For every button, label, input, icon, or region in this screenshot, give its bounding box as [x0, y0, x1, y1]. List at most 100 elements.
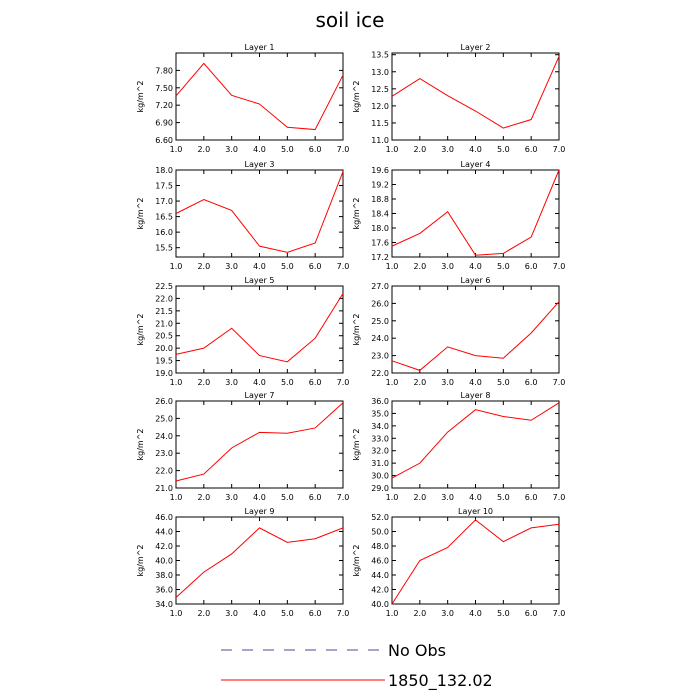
y-tick-label: 35.0	[371, 409, 389, 418]
plot-frame	[391, 400, 560, 489]
series-line	[175, 62, 344, 131]
x-tick-label: 1.0	[170, 262, 183, 271]
y-tick-label: 20.5	[155, 332, 173, 341]
y-tick-label: 40.0	[371, 600, 389, 609]
panel-title: Layer 4	[461, 160, 491, 169]
panel-layer-6: Layer 6 kg/m^2 22.0 23.0 24.0 25.0 26.0 27.0 1.0…	[352, 276, 565, 387]
x-tick-label: 7.0	[337, 493, 350, 502]
x-tick-label: 5.0	[497, 493, 510, 502]
y-axis-label: kg/m^2	[136, 314, 145, 346]
y-tick-label: 17.0	[155, 197, 173, 206]
y-tick-label: 40.0	[155, 557, 173, 566]
y-tick-label: 31.0	[371, 459, 389, 468]
panel-layer-8: Layer 8 kg/m^2 29.0 30.0 31.0 32.0 33.0 34.0 35.…	[352, 391, 565, 502]
x-tick-label: 7.0	[553, 609, 566, 618]
x-tick-label: 2.0	[413, 378, 426, 387]
x-tick-label: 6.0	[525, 493, 538, 502]
y-tick-label: 21.0	[155, 484, 173, 493]
x-tick-label: 7.0	[553, 378, 566, 387]
y-axis-label: kg/m^2	[352, 545, 361, 577]
panel-layer-4: Layer 4 kg/m^2 17.2 17.6 18.0 18.4 18.8 19.2 19.…	[352, 160, 565, 271]
panel-layer-1: Layer 1 kg/m^2 6.60 6.90 7.20 7.50 7.80 1.0 2.0 3…	[136, 43, 349, 154]
y-tick-label: 11.5	[371, 119, 389, 128]
series-line	[175, 171, 344, 253]
x-tick-label: 3.0	[225, 378, 238, 387]
x-tick-label: 5.0	[281, 609, 294, 618]
y-tick-label: 25.0	[371, 317, 389, 326]
y-tick-label: 21.0	[155, 319, 173, 328]
series-line	[175, 527, 344, 598]
y-tick-label: 15.5	[155, 244, 173, 253]
x-tick-label: 3.0	[225, 493, 238, 502]
x-tick-label: 1.0	[170, 493, 183, 502]
x-tick-label: 5.0	[497, 609, 510, 618]
y-tick-label: 46.0	[371, 557, 389, 566]
x-tick-label: 5.0	[281, 493, 294, 502]
y-tick-label: 22.0	[155, 467, 173, 476]
y-tick-label: 23.0	[371, 352, 389, 361]
series-line	[391, 402, 560, 479]
panel-title: Layer 1	[245, 43, 275, 52]
x-tick-label: 6.0	[309, 262, 322, 271]
panel-layer-9: Layer 9 kg/m^2 34.0 36.0 38.0 40.0 42.0 44.0 46.…	[136, 507, 349, 618]
y-axis-label: kg/m^2	[352, 198, 361, 230]
y-tick-label: 17.6	[371, 239, 389, 248]
x-tick-label: 6.0	[525, 609, 538, 618]
y-tick-label: 22.5	[155, 282, 173, 291]
y-tick-label: 26.0	[155, 397, 173, 406]
x-tick-label: 7.0	[337, 609, 350, 618]
x-tick-label: 4.0	[469, 145, 482, 154]
legend-label: 1850_132.02	[388, 671, 493, 691]
y-tick-label: 30.0	[371, 472, 389, 481]
x-tick-label: 4.0	[469, 262, 482, 271]
y-tick-label: 42.0	[155, 542, 173, 551]
x-tick-label: 3.0	[225, 609, 238, 618]
y-tick-label: 20.0	[155, 344, 173, 353]
y-tick-label: 52.0	[371, 513, 389, 522]
y-tick-label: 34.0	[155, 600, 173, 609]
y-tick-label: 24.0	[155, 432, 173, 441]
x-tick-label: 7.0	[553, 145, 566, 154]
x-tick-label: 7.0	[337, 145, 350, 154]
x-tick-label: 1.0	[170, 145, 183, 154]
y-tick-label: 18.0	[155, 166, 173, 175]
y-tick-label: 24.0	[371, 334, 389, 343]
y-tick-label: 19.6	[371, 166, 389, 175]
y-tick-label: 32.0	[371, 447, 389, 456]
x-tick-label: 4.0	[253, 262, 266, 271]
figure-title: soil ice	[315, 8, 385, 32]
x-tick-label: 2.0	[197, 262, 210, 271]
y-tick-label: 36.0	[155, 586, 173, 595]
y-axis-label: kg/m^2	[136, 81, 145, 113]
series-line	[391, 169, 560, 256]
x-tick-label: 2.0	[197, 145, 210, 154]
x-tick-label: 1.0	[170, 378, 183, 387]
x-tick-label: 4.0	[253, 493, 266, 502]
panel-layer-10: Layer 10 kg/m^2 40.0 42.0 44.0 46.0 48.0 50.0 52…	[352, 507, 565, 618]
y-tick-label: 7.80	[155, 66, 173, 75]
panel-title: Layer 6	[461, 276, 491, 285]
x-tick-label: 1.0	[386, 493, 399, 502]
x-tick-label: 5.0	[281, 262, 294, 271]
x-tick-label: 5.0	[281, 145, 294, 154]
panel-title: Layer 8	[461, 391, 491, 400]
y-axis-label: kg/m^2	[136, 429, 145, 461]
plot-frame	[175, 516, 344, 605]
x-tick-label: 5.0	[497, 378, 510, 387]
x-tick-label: 6.0	[525, 378, 538, 387]
y-tick-label: 7.50	[155, 84, 173, 93]
x-tick-label: 4.0	[253, 609, 266, 618]
y-tick-label: 44.0	[371, 571, 389, 580]
x-tick-label: 1.0	[170, 609, 183, 618]
y-tick-label: 36.0	[371, 397, 389, 406]
panel-title: Layer 5	[245, 276, 275, 285]
x-tick-label: 2.0	[413, 145, 426, 154]
x-tick-label: 2.0	[197, 378, 210, 387]
x-tick-label: 7.0	[337, 262, 350, 271]
y-axis-label: kg/m^2	[136, 545, 145, 577]
x-tick-label: 3.0	[441, 378, 454, 387]
y-tick-label: 25.0	[155, 414, 173, 423]
y-tick-label: 16.5	[155, 213, 173, 222]
panel-layer-2: Layer 2 kg/m^2 11.0 11.5 12.0 12.5 13.0 13.5 1.0…	[352, 43, 565, 154]
y-tick-label: 21.5	[155, 307, 173, 316]
